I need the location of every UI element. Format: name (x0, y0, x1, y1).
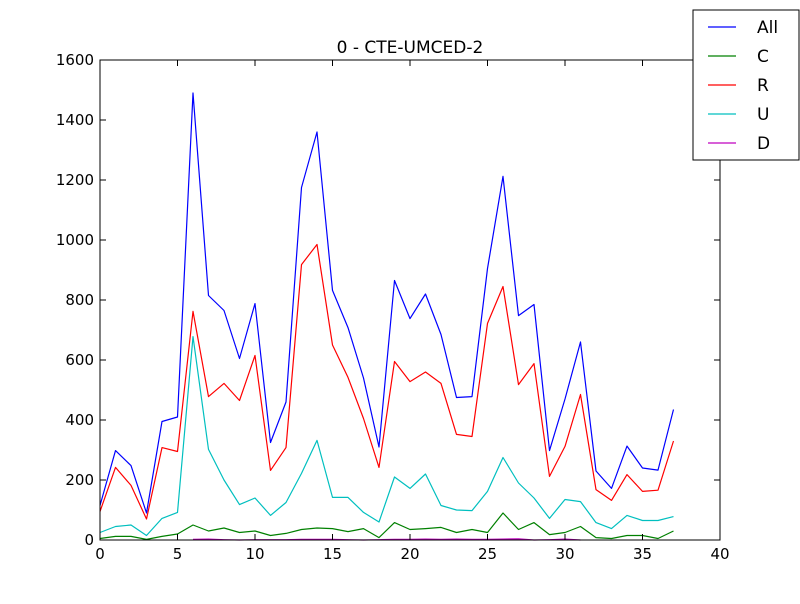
series-layer (99, 92, 675, 541)
legend-item-d: D (708, 134, 770, 154)
y-tick-label: 1000 (56, 231, 94, 249)
x-tick-label: 25 (478, 545, 497, 563)
x-tick-label: 30 (555, 545, 574, 563)
legend-label: All (757, 18, 778, 38)
y-tick-label: 1400 (56, 111, 94, 129)
x-tick-label: 5 (173, 545, 183, 563)
legend-item-r: R (708, 76, 769, 96)
x-tick-label: 20 (400, 545, 419, 563)
legend-label: R (757, 76, 769, 96)
series-line-all (99, 92, 675, 514)
legend-item-all: All (708, 18, 778, 38)
legend-item-c: C (708, 47, 769, 67)
legend-label: C (757, 47, 769, 67)
y-tick-label: 200 (65, 471, 94, 489)
y-tick-label: 1600 (56, 51, 94, 69)
y-tick-label: 0 (84, 531, 94, 549)
chart-title: 0 - CTE-UMCED-2 (337, 38, 484, 58)
x-tick-label: 0 (95, 545, 105, 563)
y-tick-label: 600 (65, 351, 94, 369)
legend-label: D (757, 134, 770, 154)
legend-item-u: U (708, 105, 769, 125)
series-line-r (99, 243, 675, 520)
legend-label: U (757, 105, 769, 125)
x-tick-label: 40 (710, 545, 729, 563)
series-line-c (99, 512, 674, 541)
x-tick-label: 15 (323, 545, 342, 563)
plot-frame (99, 59, 721, 541)
y-tick-label: 800 (65, 291, 94, 309)
y-tick-label: 400 (65, 411, 94, 429)
x-tick-label: 35 (633, 545, 652, 563)
series-line-u (99, 336, 674, 537)
axis-layer: 0 5 10 15 20 25 30 35 40020040060080010001200140… (56, 51, 730, 563)
y-tick-label: 1200 (56, 171, 94, 189)
x-tick-label: 10 (245, 545, 264, 563)
